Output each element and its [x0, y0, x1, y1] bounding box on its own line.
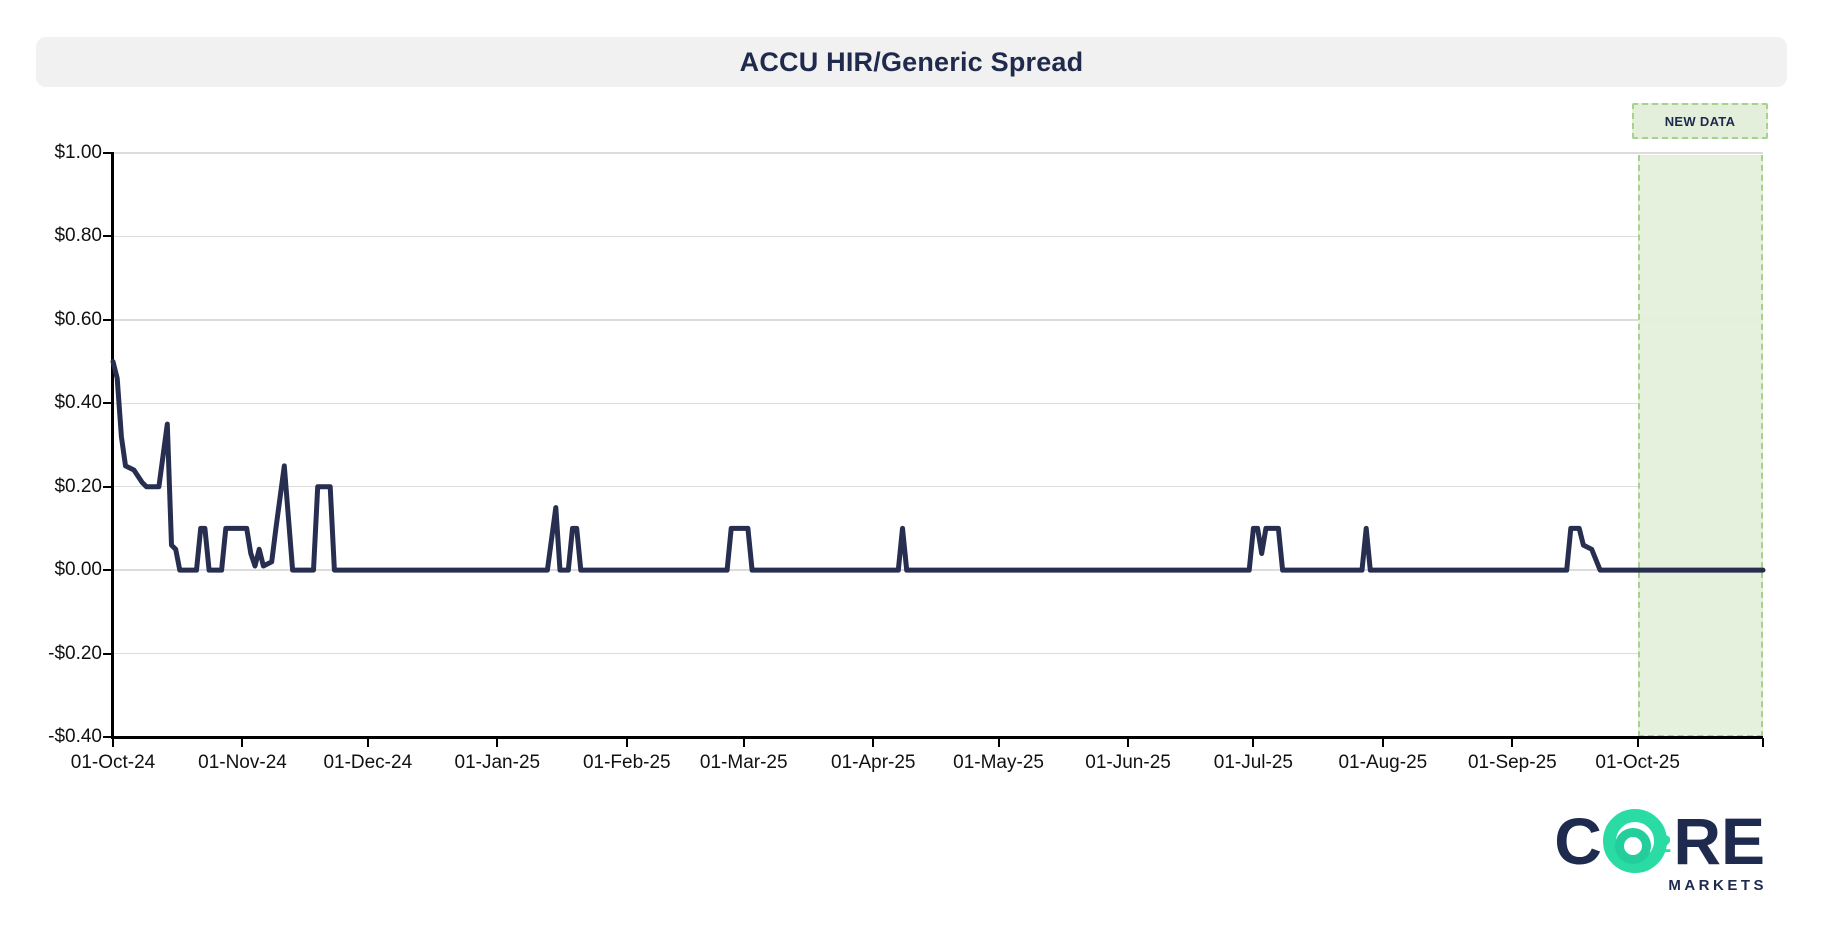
y-axis-label: $0.00 — [54, 559, 102, 581]
x-axis-tick — [241, 738, 244, 747]
co2-rings-icon — [1602, 809, 1667, 873]
y-axis-tick — [103, 569, 112, 572]
gridline — [113, 319, 1763, 321]
y-axis-label: $0.20 — [54, 475, 102, 497]
gridline — [113, 152, 1763, 154]
y-axis-tick — [103, 736, 112, 738]
x-axis-label: 01-Feb-25 — [582, 752, 671, 773]
x-axis-tick — [1511, 738, 1514, 747]
x-axis-label: 01-Dec-24 — [323, 752, 413, 773]
x-axis-end-tick — [1762, 738, 1764, 747]
x-axis-tick — [366, 738, 369, 747]
y-axis-tick — [103, 652, 112, 655]
y-axis-tick — [103, 318, 112, 321]
x-axis-label: 01-Sep-25 — [1467, 752, 1557, 773]
x-axis-label: 01-Oct-24 — [70, 752, 156, 773]
x-axis-tick — [742, 738, 745, 747]
title-banner: ACCU HIR/Generic Spread — [36, 37, 1787, 87]
logo-tagline: MARKETS — [1668, 877, 1767, 894]
y-axis-tick — [103, 235, 112, 238]
logo-letter-c: C — [1554, 804, 1602, 878]
gridline — [113, 402, 1763, 405]
x-axis-tick — [496, 738, 499, 747]
logo-letters-re: RE — [1673, 804, 1765, 878]
new-data-badge-label: NEW DATA — [1664, 113, 1736, 129]
x-axis — [111, 736, 1763, 739]
x-axis-tick — [997, 738, 1000, 747]
x-axis-label: 01-Mar-25 — [699, 752, 788, 773]
y-axis-label: -$0.20 — [48, 642, 102, 664]
x-axis-tick — [1252, 738, 1255, 747]
x-axis-label: 01-May-25 — [953, 752, 1044, 773]
gridline — [113, 235, 1763, 238]
x-axis-label: 01-Apr-25 — [831, 752, 916, 773]
y-axis-tick — [103, 152, 112, 154]
x-axis-tick — [1636, 738, 1639, 747]
x-axis-label: 01-Oct-25 — [1595, 752, 1680, 773]
x-axis-tick — [1127, 738, 1130, 747]
logo-wordmark: C 2 RE — [1554, 808, 1765, 874]
spread-line — [110, 359, 1766, 573]
inner-ring-icon — [1614, 828, 1651, 864]
x-axis-label: 01-Nov-24 — [198, 752, 287, 773]
y-axis-label: $1.00 — [54, 142, 102, 163]
y-axis-tick — [103, 402, 112, 405]
gridline — [113, 485, 1763, 488]
x-axis-label: 01-Jul-25 — [1213, 752, 1293, 773]
page-title: ACCU HIR/Generic Spread — [739, 46, 1084, 77]
y-axis — [111, 152, 114, 738]
new-data-badge: NEW DATA — [1632, 103, 1768, 139]
new-data-region — [1637, 155, 1763, 737]
x-axis-label: 01-Jan-25 — [454, 752, 541, 773]
y-axis-label: $0.80 — [54, 225, 102, 247]
logo-subscript-2: 2 — [1657, 831, 1672, 858]
x-axis-tick — [625, 738, 628, 747]
y-axis-label: $0.40 — [54, 392, 102, 414]
plot-area — [110, 152, 1766, 737]
x-axis-label: 01-Jun-25 — [1085, 752, 1171, 773]
gridline — [113, 652, 1763, 655]
y-axis-tick — [103, 485, 112, 488]
x-axis-label: 01-Aug-25 — [1338, 752, 1428, 773]
x-axis-tick — [112, 738, 114, 747]
y-axis-label: $0.60 — [54, 308, 102, 330]
y-axis-label: -$0.40 — [48, 726, 102, 747]
x-axis-tick — [872, 738, 875, 747]
x-axis-tick — [1381, 738, 1384, 747]
core-markets-logo: C 2 RE MARKETS — [1554, 808, 1765, 894]
